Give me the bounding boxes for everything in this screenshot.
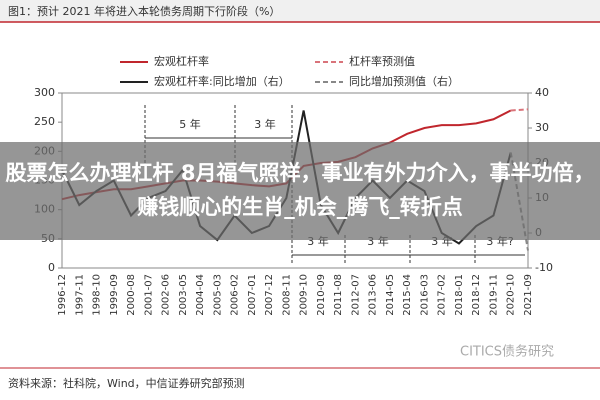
x-tick-label: 2018-01	[454, 274, 465, 316]
x-tick-label: 2003-05	[178, 274, 189, 316]
annotation: 3 年	[254, 117, 276, 131]
x-tick-label: 2016-03	[419, 274, 430, 316]
legend-label: 同比增加预测值（右）	[349, 74, 459, 88]
x-tick-label: 2021-09	[523, 274, 534, 316]
x-tick-label: 2001-07	[143, 274, 154, 316]
x-tick-label: 2018-12	[471, 274, 482, 316]
x-tick-label: 2008-11	[281, 274, 292, 316]
annotation: 5 年	[179, 117, 201, 131]
x-tick-label: 2019-11	[488, 274, 499, 316]
x-tick-label: 2004-04	[195, 274, 206, 316]
y-tick-label: 300	[34, 86, 55, 99]
x-tick-label: 2005-03	[212, 274, 223, 316]
x-tick-label: 1997-11	[74, 274, 85, 316]
legend-label: 宏观杠杆率	[154, 54, 209, 68]
source: 资料来源：社科院，Wind，中信证券研究部预测	[8, 376, 245, 390]
y2-tick-label: 30	[535, 121, 549, 134]
x-tick-label: 2014-05	[385, 274, 396, 316]
title-bar	[0, 0, 600, 22]
x-tick-label: 2012-07	[350, 274, 361, 316]
overlay-banner: 股票怎么办理杠杆 8月福气照祥，事业有外力介入，事半功倍，赚钱顺心的生肖_机会_…	[0, 142, 600, 240]
x-tick-label: 1999-09	[109, 274, 120, 316]
chart-title: 图1：预计 2021 年将进入本轮债务周期下行阶段（%）	[8, 4, 280, 18]
y2-tick-label: -10	[535, 261, 553, 274]
annotation-arrows	[144, 105, 525, 265]
y2-tick-label: 40	[535, 86, 549, 99]
x-tick-label: 1998-10	[92, 274, 103, 316]
x-tick-label: 1996-12	[57, 274, 68, 316]
watermark: CITICS债务研究	[460, 344, 554, 360]
x-tick-label: 2007-01	[247, 274, 258, 316]
x-tick-label: 2009-10	[299, 274, 310, 316]
x-tick-label: 2015-04	[402, 274, 413, 316]
x-tick-label: 2020-10	[506, 274, 517, 316]
x-tick-label: 2010-09	[316, 274, 327, 316]
legend-label: 宏观杠杆率:同比增加（右）	[154, 74, 290, 88]
x-tick-label: 2006-02	[230, 274, 241, 316]
x-tick-label: 2013-06	[368, 274, 379, 316]
x-tick-label: 2007-12	[264, 274, 275, 316]
y-tick-label: 250	[34, 115, 55, 128]
legend-label: 杠杆率预测值	[349, 54, 415, 68]
x-tick-label: 2000-08	[126, 274, 137, 316]
y-tick-label: 0	[48, 261, 55, 274]
series-line	[510, 108, 529, 112]
x-tick-label: 2002-06	[161, 274, 172, 316]
x-tick-label: 2011-08	[333, 274, 344, 316]
x-tick-label: 2017-02	[437, 274, 448, 316]
